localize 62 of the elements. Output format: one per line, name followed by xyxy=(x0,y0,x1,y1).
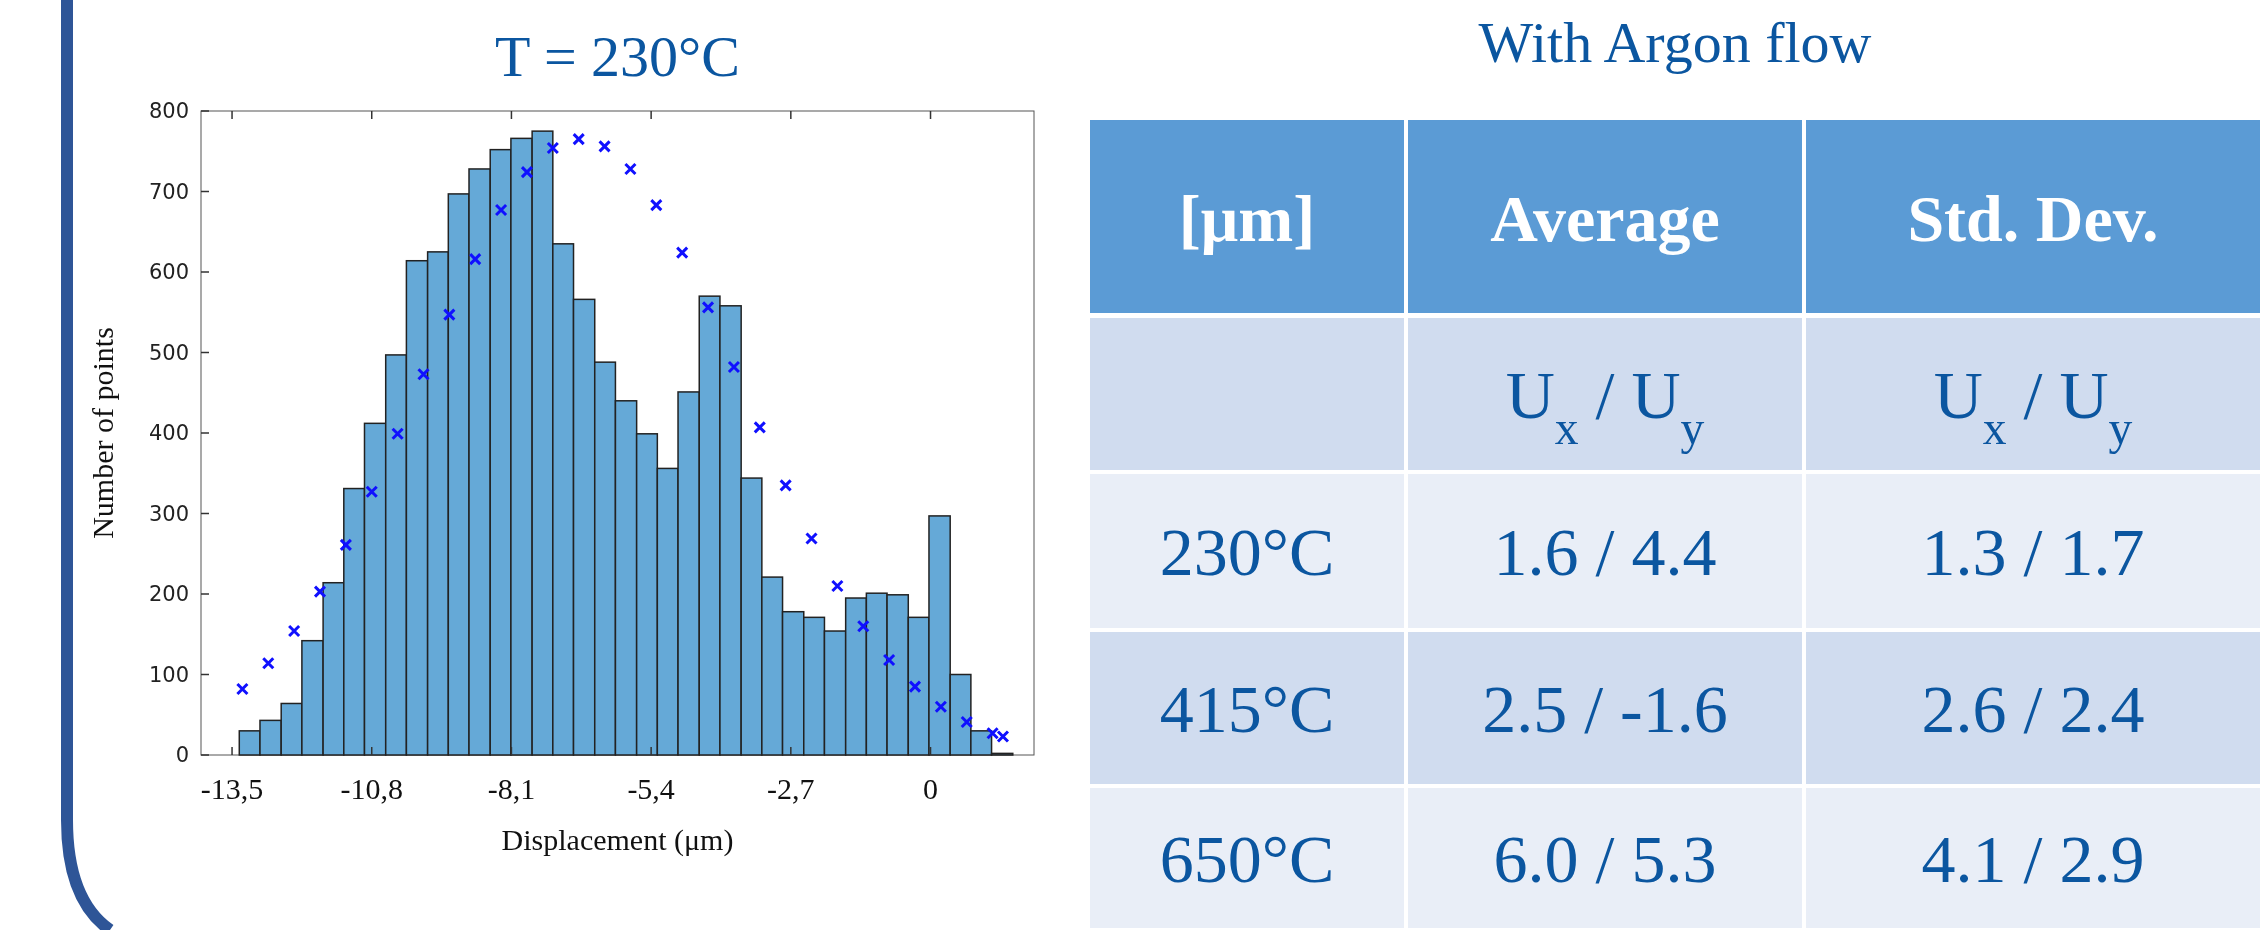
category-label: Std. Dev. xyxy=(1907,182,2159,256)
point xyxy=(235,682,249,696)
point xyxy=(468,252,482,266)
y-tick-label: 500 xyxy=(148,340,189,365)
point xyxy=(287,624,301,638)
category-label: 415°C xyxy=(1159,670,1335,747)
x-tick-label: -2,7 xyxy=(767,772,815,805)
y-tick-label: 200 xyxy=(148,582,189,607)
x-tick-label: 0 xyxy=(923,772,939,805)
point xyxy=(261,656,275,670)
point xyxy=(339,538,353,552)
category-label: [μm] xyxy=(1178,182,1316,256)
y-tick-label: 400 xyxy=(148,421,189,446)
text: U$_{x}$ / U$_{y}$ xyxy=(1933,356,2133,454)
point xyxy=(546,141,560,155)
point xyxy=(753,420,767,434)
y-tick-label: 0 xyxy=(175,743,189,768)
point xyxy=(856,619,870,633)
text: 4.1 / 2.9 xyxy=(1921,820,2145,897)
category-label: 650°C xyxy=(1159,820,1335,897)
point xyxy=(391,427,405,441)
y-tick-label: 600 xyxy=(148,260,189,285)
x-tick-label: -8,1 xyxy=(487,772,536,805)
y-tick-label: 800 xyxy=(148,99,189,124)
category-label: Average xyxy=(1490,182,1720,256)
point xyxy=(882,653,896,667)
point xyxy=(908,680,922,694)
text: U$_{x}$ / U$_{y}$ xyxy=(1505,356,1705,454)
point xyxy=(416,367,430,381)
point xyxy=(520,165,534,179)
text: 2.5 / -1.6 xyxy=(1482,670,1728,747)
text: 6.0 / 5.3 xyxy=(1493,820,1717,897)
point xyxy=(365,485,379,499)
point xyxy=(494,203,508,217)
point xyxy=(830,579,844,593)
text: 2.6 / 2.4 xyxy=(1921,670,2145,747)
text: 1.6 / 4.4 xyxy=(1493,513,1717,590)
x-axis-title: Displacement (μm) xyxy=(501,823,734,857)
point xyxy=(779,478,793,492)
point xyxy=(701,300,715,314)
x-tick-label: -5,4 xyxy=(627,772,675,805)
point xyxy=(442,308,456,322)
x-tick-label: -10,8 xyxy=(340,772,403,805)
y-tick-label: 700 xyxy=(148,179,189,204)
chart-title: T = 230°C xyxy=(495,24,740,89)
point xyxy=(675,246,689,260)
point xyxy=(649,198,663,212)
point xyxy=(572,132,586,146)
text: With Argon flow xyxy=(1478,10,1872,75)
x-tick-label: -13,5 xyxy=(200,772,264,805)
point xyxy=(598,139,612,153)
y-tick-label: 300 xyxy=(148,501,189,526)
y-tick-label: 100 xyxy=(148,662,189,687)
point xyxy=(623,162,637,176)
point xyxy=(934,700,948,714)
point xyxy=(313,585,327,599)
category-label: 230°C xyxy=(1159,513,1335,590)
point xyxy=(805,531,819,545)
y-axis-title: Number of points xyxy=(86,327,119,539)
text: 1.3 / 1.7 xyxy=(1921,513,2145,590)
point xyxy=(727,360,741,374)
point xyxy=(960,715,974,729)
